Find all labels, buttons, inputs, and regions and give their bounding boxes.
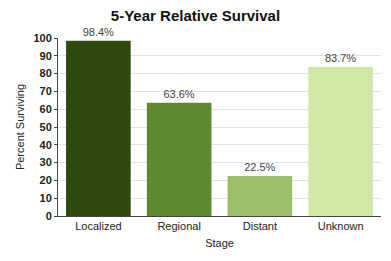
svg-text:Localized: Localized <box>75 220 121 232</box>
svg-text:22.5%: 22.5% <box>244 161 275 173</box>
svg-text:Regional: Regional <box>157 220 200 232</box>
svg-text:80: 80 <box>40 67 52 79</box>
svg-text:Stage: Stage <box>205 237 234 249</box>
svg-text:0: 0 <box>46 210 52 222</box>
svg-text:98.4%: 98.4% <box>83 26 114 38</box>
svg-text:60: 60 <box>40 103 52 115</box>
svg-text:50: 50 <box>40 121 52 133</box>
svg-text:Percent Surviving: Percent Surviving <box>14 84 26 170</box>
svg-text:100: 100 <box>33 32 51 44</box>
svg-text:Unknown: Unknown <box>318 220 364 232</box>
svg-text:70: 70 <box>40 85 52 97</box>
svg-text:90: 90 <box>40 50 52 62</box>
svg-text:20: 20 <box>40 174 52 186</box>
svg-text:63.6%: 63.6% <box>163 88 194 100</box>
svg-text:40: 40 <box>40 139 52 151</box>
svg-text:83.7%: 83.7% <box>325 52 356 64</box>
svg-text:30: 30 <box>40 156 52 168</box>
svg-text:5-Year Relative Survival: 5-Year Relative Survival <box>111 7 280 24</box>
svg-text:Distant: Distant <box>243 220 277 232</box>
svg-text:10: 10 <box>40 192 52 204</box>
